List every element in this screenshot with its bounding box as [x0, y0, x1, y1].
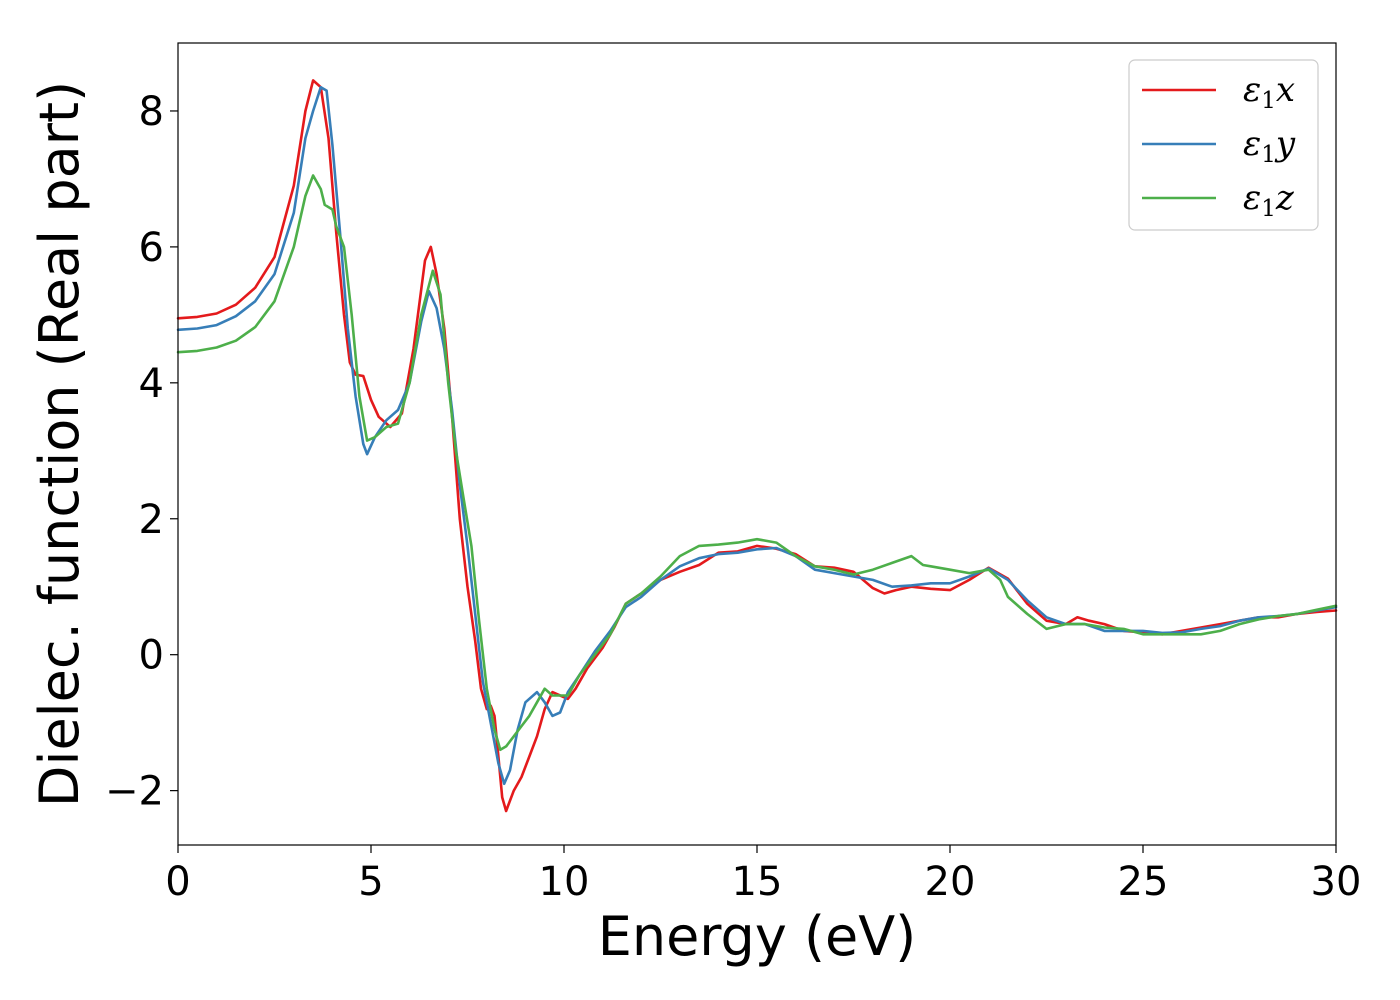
y-tick-label: 8 — [139, 89, 164, 135]
legend-label-x: ε1x — [1243, 70, 1295, 114]
series-line-x — [176, 79, 1338, 813]
legend: ε1x ε1y ε1z — [1128, 59, 1319, 231]
legend-label-z: ε1z — [1243, 178, 1295, 222]
y-tick-label: −2 — [105, 769, 164, 815]
legend-label-y: ε1y — [1243, 124, 1296, 168]
x-tick-label: 0 — [165, 859, 190, 905]
series-line-z — [176, 174, 1338, 752]
x-tick-label: 30 — [1311, 859, 1362, 905]
y-axis-label: Dielec. function (Real part) — [28, 81, 91, 807]
y-tick-label: 0 — [139, 633, 164, 679]
x-tick-label: 15 — [732, 859, 783, 905]
x-tick-label: 20 — [925, 859, 976, 905]
legend-frame — [1128, 59, 1319, 231]
y-tick-label: 4 — [139, 361, 164, 407]
series-layer — [176, 79, 1338, 813]
x-tick-label: 25 — [1118, 859, 1169, 905]
x-tick-label: 10 — [539, 859, 590, 905]
y-tick-label: 6 — [139, 225, 164, 271]
x-tick-label: 5 — [358, 859, 383, 905]
x-axis-label: Energy (eV) — [598, 905, 917, 968]
y-tick-label: 2 — [139, 497, 164, 543]
